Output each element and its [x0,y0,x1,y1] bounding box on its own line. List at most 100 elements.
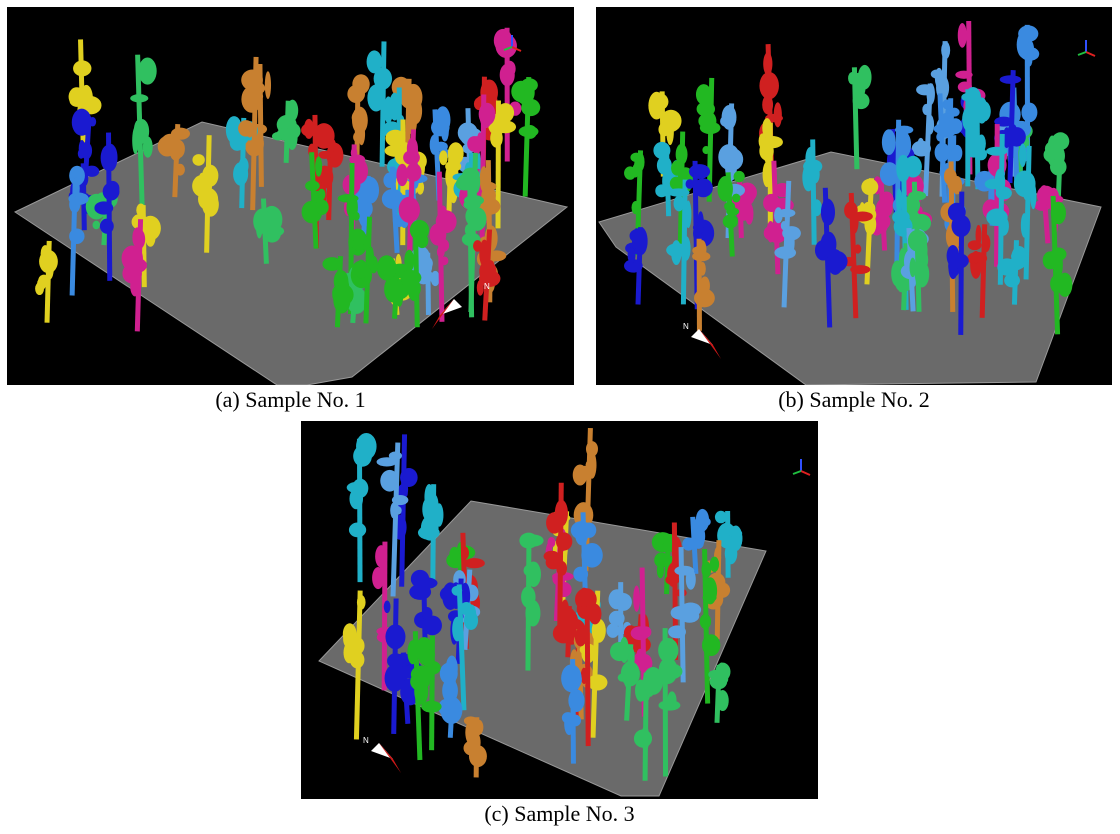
tree-crown [896,131,911,158]
tree-crown [977,135,986,153]
tree-crown [449,547,459,562]
tree-crown [850,265,870,274]
tree-crown [407,138,418,160]
tree-crown [383,173,396,188]
tree-crown [655,184,668,197]
tree-crown [696,84,712,105]
tree-crown [69,87,85,106]
tree-crown [947,245,960,267]
tree-crown [927,83,935,105]
tree-crown [265,71,271,99]
tree-crown [723,214,738,228]
tree-crown [658,638,678,663]
caption: (c) Sample No. 3 [301,801,818,827]
tree-crown [1011,246,1027,269]
tree-crown [710,557,719,572]
panel-label: (a) [215,387,239,412]
tree-crown [1021,102,1037,122]
tree-crown [904,156,922,178]
tree-crown [72,109,92,136]
tree-crown [821,199,835,226]
tree-crown [855,74,864,83]
axis-y [793,471,801,474]
tree-crown [101,145,116,171]
tree-crown [548,537,556,547]
tree-crown [653,142,670,159]
tree-crown [385,130,405,147]
tree-crown [811,199,822,216]
tree-crown [674,196,685,212]
tree-crown [100,219,114,234]
tree-crown [998,217,1008,236]
tree-crown [805,147,815,170]
tree-crown [473,171,481,193]
tree-crown [69,228,84,244]
tree-crown [655,535,665,545]
tree-crown [718,144,739,170]
tree-crown [418,526,440,540]
point-cloud-image: N [301,421,818,799]
tree-crown [430,135,439,155]
tree-crown [632,164,639,178]
tree-crown [579,588,589,608]
tree-crown [377,255,397,280]
tree-crown [322,257,341,271]
tree-crown [573,464,588,485]
tree-crown [1021,213,1028,238]
tree-crown [404,250,414,272]
tree-crown [996,187,1012,200]
tree-crown [464,611,478,630]
tree-crown [666,243,688,257]
compass-label: N [363,736,369,745]
tree-crown [385,664,405,691]
tree-crown [609,589,626,609]
tree-crown [729,529,742,537]
tree-crown [696,526,705,547]
tree-crown [436,210,457,233]
tree-crown [686,569,696,589]
tree-crown [948,118,962,134]
tree-crown [368,246,374,269]
tree-crown [955,71,972,79]
tree-crown [78,149,85,159]
caption-text: Sample No. 2 [809,387,929,412]
tree-crown [455,618,463,633]
tree-crown [338,276,349,303]
tree-crown [448,142,464,164]
tree-crown [415,649,435,660]
tree-crown [715,511,727,524]
caption: (a) Sample No. 1 [7,387,574,413]
tree-crown [521,78,538,92]
tree-crown [241,70,263,91]
tree-crown [356,433,377,460]
tree-crown [396,279,404,306]
tree-crown [941,41,950,59]
tree-crown [935,143,950,162]
tree-crown [130,94,148,102]
tree-crown [1027,41,1034,61]
tree-crown [352,74,369,94]
tree-crown [73,60,91,76]
page: N N N (a) Sample No. 1 (b) Sample No. 2 … [0,0,1120,834]
tree-crown [722,105,737,130]
tree-crown [465,206,481,226]
tree-crown [762,118,772,138]
tree-crown [406,163,421,182]
tree-crown [1018,25,1038,42]
tree-crown [745,203,753,225]
tree-crown [349,523,366,538]
tree-crown [973,251,980,264]
tree-crown [556,532,572,550]
tree-crown [519,126,539,137]
tree-crown [422,499,432,521]
tree-crown [570,715,581,727]
tree-crown [422,607,433,620]
tree-crown [667,563,679,587]
tree-crown [561,664,582,692]
tree-crown [461,546,469,559]
tree-crown [725,543,738,564]
tree-crown [734,171,745,182]
tree-crown [442,675,453,683]
tree-crown [305,181,320,192]
tree-crown [202,192,219,216]
